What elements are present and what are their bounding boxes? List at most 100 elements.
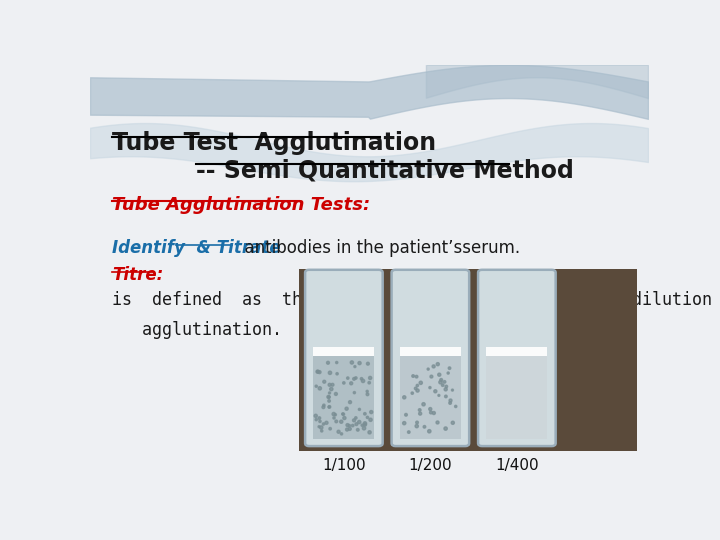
Point [412, 386, 423, 395]
Point [426, 372, 437, 381]
Text: agglutination.: agglutination. [112, 321, 282, 339]
Point [415, 379, 426, 387]
Point [347, 421, 359, 430]
Point [315, 423, 327, 432]
Point [310, 382, 322, 390]
Point [330, 410, 341, 419]
Point [324, 389, 336, 397]
Point [325, 424, 336, 433]
Bar [313, 347, 374, 356]
Text: Tube Test  Agglutination: Tube Test Agglutination [112, 131, 436, 156]
Point [328, 410, 339, 418]
Point [398, 393, 410, 402]
Point [437, 381, 449, 389]
Point [318, 420, 329, 428]
Point [428, 362, 439, 371]
Point [338, 379, 350, 387]
Point [364, 379, 375, 387]
Point [438, 377, 450, 386]
Point [428, 409, 440, 417]
FancyBboxPatch shape [478, 270, 556, 446]
Point [400, 410, 412, 419]
Point [425, 405, 436, 414]
Point [450, 402, 462, 411]
Point [323, 403, 335, 411]
Point [412, 381, 423, 390]
Point [318, 403, 329, 411]
Point [323, 393, 334, 401]
Point [336, 429, 347, 438]
Point [411, 372, 423, 381]
Bar [487, 356, 547, 439]
Point [365, 415, 377, 424]
Point [314, 417, 325, 426]
Point [338, 414, 350, 422]
Point [324, 368, 336, 377]
FancyBboxPatch shape [305, 270, 382, 446]
Point [435, 378, 446, 387]
Point [436, 376, 447, 384]
Point [310, 415, 322, 424]
Point [330, 390, 342, 399]
Point [348, 375, 360, 383]
Point [444, 399, 456, 407]
Point [364, 374, 376, 382]
Point [318, 377, 330, 386]
Point [407, 389, 418, 397]
Point [314, 414, 325, 422]
Point [418, 400, 429, 409]
Point [410, 384, 421, 393]
Point [403, 428, 415, 436]
Point [356, 374, 367, 383]
Point [408, 372, 419, 380]
Point [356, 421, 368, 429]
Point [318, 401, 330, 410]
Point [312, 367, 323, 376]
Point [323, 359, 334, 367]
Point [440, 392, 451, 401]
Point [354, 405, 365, 414]
Point [423, 427, 435, 436]
Point [359, 409, 371, 418]
Bar [300, 268, 636, 451]
Point [424, 383, 436, 392]
Point [310, 411, 321, 420]
Point [351, 420, 362, 428]
Bar [400, 347, 461, 356]
Point [361, 413, 373, 422]
Point [430, 387, 441, 396]
Point [366, 408, 377, 416]
Point [344, 398, 356, 407]
Point [338, 410, 349, 418]
Text: Identify  & Titrate: Identify & Titrate [112, 239, 281, 258]
Point [433, 391, 445, 400]
Text: Titre:: Titre: [112, 266, 163, 285]
Point [342, 421, 354, 429]
Bar [487, 347, 547, 356]
Point [320, 418, 332, 427]
Point [442, 369, 454, 377]
Point [341, 425, 353, 434]
Point [446, 386, 458, 394]
Point [323, 396, 335, 405]
Bar [313, 356, 374, 439]
Point [447, 418, 459, 427]
Point [343, 421, 355, 430]
Point [325, 384, 337, 393]
Text: antibodies in the patient’sserum.: antibodies in the patient’sserum. [234, 239, 520, 258]
Point [313, 422, 325, 431]
Bar [400, 356, 461, 439]
Point [359, 420, 371, 429]
Point [440, 424, 451, 433]
Point [330, 417, 342, 426]
Point [314, 368, 325, 376]
Point [414, 406, 426, 414]
Point [346, 379, 357, 388]
Point [411, 418, 423, 427]
Point [346, 358, 358, 367]
Text: 1/400: 1/400 [495, 458, 539, 472]
FancyBboxPatch shape [392, 270, 469, 446]
Point [362, 360, 374, 368]
Point [342, 374, 354, 382]
Point [361, 387, 373, 396]
